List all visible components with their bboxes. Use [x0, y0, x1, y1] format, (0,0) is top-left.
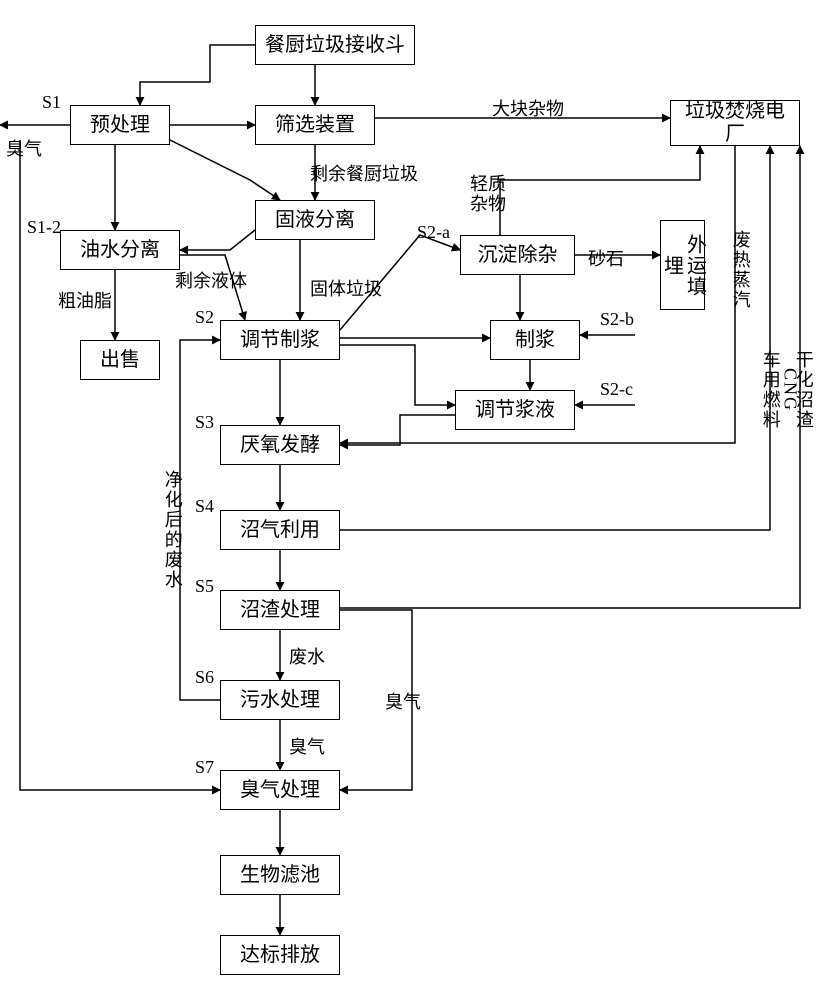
edge-label-wastewater: 废水: [289, 648, 325, 668]
node-label: 沼气利用: [240, 519, 320, 542]
edge-label-solid_waste: 固体垃圾: [310, 280, 382, 300]
node-screening: 筛选装置: [255, 105, 375, 145]
edge-sewage-slurry_recycle: [180, 340, 220, 700]
edge-solidliquid-oilwater_side: [180, 230, 255, 250]
edge-slurry-adjslurry_arrow: [340, 345, 455, 405]
edge-label-light_imp: 轻质 杂物: [470, 175, 506, 215]
node-label: 制浆: [515, 329, 555, 352]
edges-layer: [0, 0, 831, 1000]
edge-label-gravel: 砂石: [588, 250, 624, 270]
node-sale: 出售: [80, 340, 160, 380]
node-label: 餐厨垃圾接收斗: [265, 34, 405, 57]
node-hopper: 餐厨垃圾接收斗: [255, 25, 415, 65]
step-label-S1_2: S1-2: [27, 218, 61, 238]
node-label: 筛选装置: [275, 114, 355, 137]
node-label: 沼渣处理: [240, 599, 320, 622]
step-label-S2a: S2-a: [417, 223, 450, 243]
step-label-S3: S3: [195, 413, 214, 433]
node-pretreat: 预处理: [70, 105, 170, 145]
edge-residue-incinerator_dry: [340, 146, 800, 608]
step-label-S5: S5: [195, 577, 214, 597]
node-label: 厌氧发酵: [240, 434, 320, 457]
node-odor: 臭气处理: [220, 770, 340, 810]
node-residue: 沼渣处理: [220, 590, 340, 630]
node-anaerobic: 厌氧发酵: [220, 425, 340, 465]
node-label: 生物滤池: [240, 864, 320, 887]
node-sediment: 沉淀除杂: [460, 235, 575, 275]
node-label: 臭气处理: [240, 779, 320, 802]
edge-label-crude_oil: 粗油脂: [58, 292, 112, 312]
edge-adjslurry-anaerobic: [340, 415, 455, 445]
node-label: 外运填埋: [660, 225, 706, 305]
node-oilwater: 油水分离: [60, 230, 180, 270]
node-biogas: 沼气利用: [220, 510, 340, 550]
node-label: 出售: [100, 349, 140, 372]
node-label: 油水分离: [80, 239, 160, 262]
edge-label-rem_waste: 剩余餐厨垃圾: [310, 165, 418, 185]
node-slurry: 调节制浆: [220, 320, 340, 360]
flowchart-diagram: 餐厨垃圾接收斗预处理筛选装置垃圾焚烧电厂固液分离油水分离沉淀除杂外运填埋出售调节…: [0, 0, 831, 1000]
node-label: 污水处理: [240, 689, 320, 712]
node-label: 调节浆液: [475, 399, 555, 422]
edge-label-bulk: 大块杂物: [492, 100, 564, 120]
node-label: 沉淀除杂: [478, 244, 558, 267]
node-landfill: 外运填埋: [660, 220, 705, 310]
edge-label-dry_residue: 干化沼渣: [793, 350, 813, 430]
node-label: 固液分离: [275, 209, 355, 232]
node-discharge: 达标排放: [220, 935, 340, 975]
step-label-S1: S1: [42, 93, 61, 113]
node-label: 垃圾焚烧电厂: [677, 100, 793, 146]
node-solidliquid: 固液分离: [255, 200, 375, 240]
step-label-S6: S6: [195, 668, 214, 688]
node-sewage: 污水处理: [220, 680, 340, 720]
node-adjslurry: 调节浆液: [455, 390, 575, 430]
node-biofilter: 生物滤池: [220, 855, 340, 895]
edge-hopper-pretreat: [140, 45, 255, 105]
edge-label-odor_left: 臭气: [6, 140, 42, 160]
edge-label-odor_s6: 臭气: [289, 738, 325, 758]
node-label: 达标排放: [240, 944, 320, 967]
edge-label-odor_s5: 臭气: [385, 693, 421, 713]
step-label-S7: S7: [195, 758, 214, 778]
step-label-S2c: S2-c: [600, 380, 633, 400]
edge-label-clean_ww: 净化后的废水: [162, 470, 182, 590]
node-incinerator: 垃圾焚烧电厂: [670, 100, 800, 146]
node-pulping: 制浆: [490, 320, 580, 360]
step-label-S2b: S2-b: [600, 310, 634, 330]
step-label-S4: S4: [195, 497, 214, 517]
node-label: 调节制浆: [240, 329, 320, 352]
edge-label-waste_steam: 废热蒸汽: [730, 230, 750, 310]
edge-label-rem_liquid: 剩余液体: [175, 272, 247, 292]
step-label-S2: S2: [195, 308, 214, 328]
node-label: 预处理: [90, 114, 150, 137]
